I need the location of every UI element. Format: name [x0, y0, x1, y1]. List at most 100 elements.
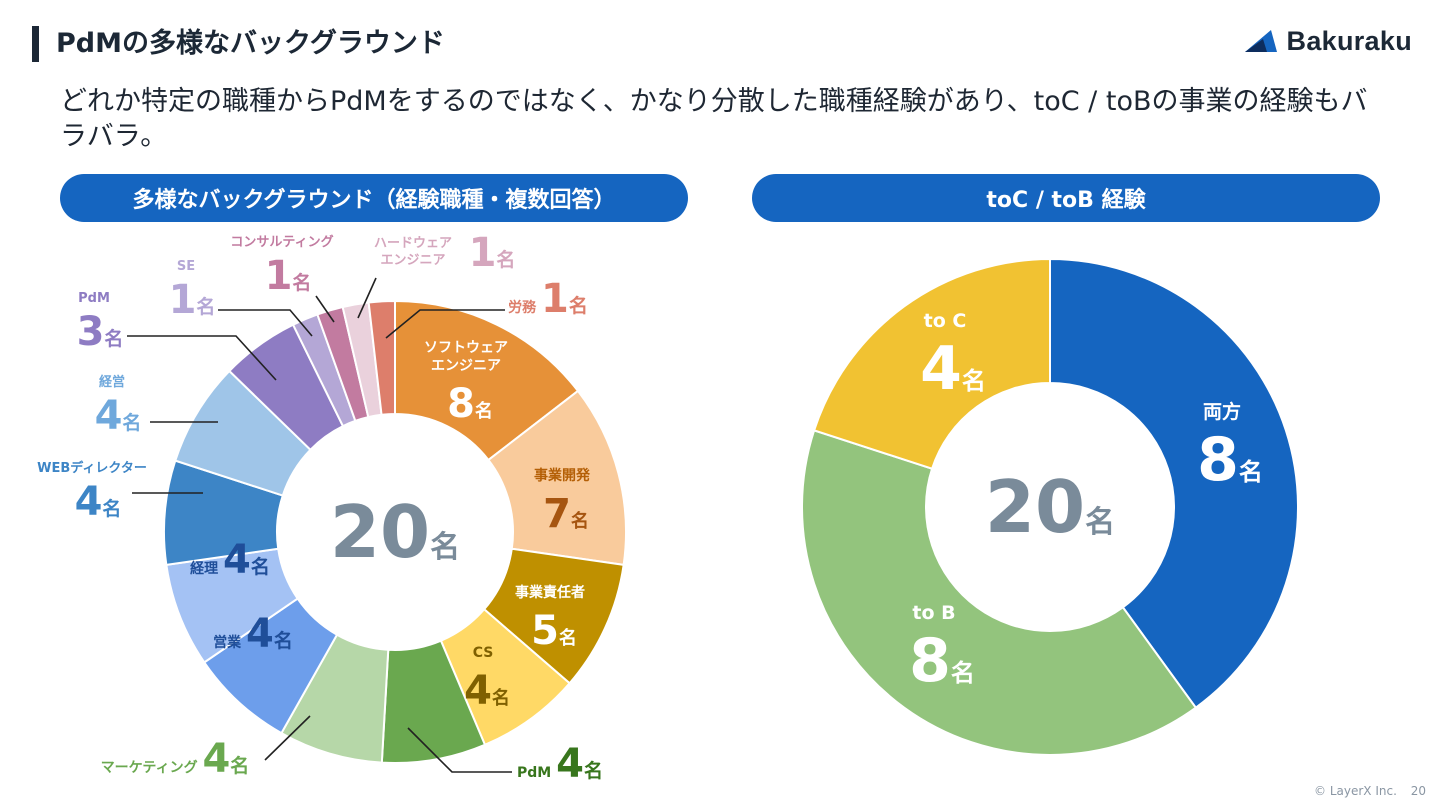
leader-marketing — [264, 715, 311, 761]
right-slice-name-1-part: to B — [912, 602, 955, 624]
leader-consulting — [315, 295, 335, 323]
left-slice-label-5: マーケティング 4名 — [101, 736, 250, 782]
leader-roumu — [385, 309, 505, 339]
left-slice-name-13-part: エンジニア — [380, 253, 445, 268]
left-slice-name-0-part: エンジニア — [431, 358, 501, 374]
left-slice-value-11-part: 名 — [196, 295, 215, 318]
left-slice-value-13-part: 名 — [496, 248, 515, 271]
right-slice-value-1-part: 8 — [909, 626, 951, 696]
right-slice-value-0-part: 名 — [1239, 458, 1263, 486]
left-center-label: 20名 — [330, 490, 460, 574]
left-slice-label-6-part: 名 — [274, 629, 293, 652]
left-chart-slices — [163, 299, 627, 764]
left-slice-label-14-part: 1 — [541, 276, 569, 322]
bakuraku-logo-icon — [1244, 30, 1277, 52]
copyright: © LayerX Inc. — [1314, 784, 1397, 798]
left-slice-name-0-part: ソフトウェア — [424, 340, 508, 356]
left-chart-slice-0 — [394, 299, 580, 462]
left-slice-name-1: 事業開発 — [534, 467, 591, 484]
leader-hardware — [357, 277, 377, 319]
left-slice-value-3: 4名 — [464, 668, 510, 714]
left-slice-label-5-part: 4 — [202, 736, 230, 782]
left-chart-title: 多様なバックグラウンド（経験職種・複数回答） — [60, 174, 688, 222]
right-chart-title: toC / toB 経験 — [752, 174, 1380, 222]
left-slice-name-11-part: SE — [177, 259, 195, 274]
left-slice-value-11: 1名 — [169, 277, 216, 323]
left-slice-label-7-part: 経理 — [190, 560, 223, 577]
left-slice-value-12-part: 1 — [265, 253, 293, 299]
left-slice-name-1-part: 事業開発 — [534, 467, 591, 484]
left-slice-label-6: 営業 4名 — [213, 611, 293, 657]
left-slice-value-0-part: 名 — [475, 400, 493, 422]
left-slice-value-10: 3名 — [77, 309, 124, 355]
left-slice-label-5-part: 名 — [230, 754, 249, 777]
left-slice-label-4-part: 名 — [584, 759, 603, 782]
right-chart-slices — [801, 257, 1299, 756]
left-slice-name-0: ソフトウェア — [424, 340, 508, 356]
left-slice-name-2-part: 事業責任者 — [515, 584, 585, 601]
left-center-label-part: 名 — [430, 530, 460, 565]
left-slice-value-0: 8名 — [447, 381, 493, 427]
left-slice-value-10-part: 名 — [104, 327, 123, 350]
left-slice-name-9: 経営 — [99, 374, 125, 390]
page-title: PdMの多様なバックグラウンド — [56, 28, 445, 59]
right-slice-value-2-part: 名 — [962, 367, 986, 395]
left-slice-name-13: エンジニア — [380, 253, 445, 268]
left-slice-value-11-part: 1 — [169, 277, 197, 323]
right-slice-name-0: 両方 — [1203, 400, 1241, 423]
left-slice-label-4-part: PdM — [517, 765, 556, 781]
footer: © LayerX Inc. 20 — [1314, 784, 1426, 798]
left-slice-value-9-part: 4 — [95, 393, 123, 439]
left-slice-value-1-part: 名 — [571, 510, 589, 532]
left-slice-name-0: エンジニア — [431, 358, 501, 374]
left-slice-label-4-part: 4 — [556, 741, 584, 787]
left-slice-value-8-part: 4 — [75, 479, 103, 525]
right-slice-name-2-part: to C — [924, 310, 967, 332]
title-accent-bar — [32, 26, 39, 62]
left-slice-value-2: 5名 — [531, 608, 577, 654]
left-slice-name-10: PdM — [78, 291, 110, 306]
leader-pdm-purple — [127, 335, 277, 381]
left-slice-value-13: 1名 — [469, 230, 516, 276]
right-slice-name-2: to C — [924, 310, 967, 332]
left-slice-value-0-part: 8 — [447, 381, 475, 427]
leader-pdm-green — [407, 727, 512, 773]
left-slice-label-7-part: 名 — [251, 555, 270, 578]
left-slice-name-9-part: 経営 — [99, 374, 125, 390]
left-slice-value-13-part: 1 — [469, 230, 497, 276]
left-slice-name-8: WEBディレクター — [37, 460, 147, 476]
left-slice-value-8-part: 名 — [102, 497, 121, 520]
right-chart-slice-1 — [801, 429, 1198, 756]
left-slice-value-2-part: 5 — [531, 608, 559, 654]
left-slice-name-12: コンサルティング — [230, 234, 333, 250]
left-slice-name-12-part: コンサルティング — [230, 234, 333, 250]
right-center-label-part: 20 — [985, 465, 1085, 549]
left-slice-label-7-part: 4 — [223, 537, 251, 583]
right-slice-value-2-part: 4 — [920, 334, 962, 404]
page-subtitle: どれか特定の職種からPdMをするのではなく、かなり分散した職種経験があり、toC… — [60, 86, 1368, 152]
page-number: 20 — [1410, 784, 1426, 798]
left-slice-value-2-part: 名 — [559, 627, 577, 649]
left-slice-value-10-part: 3 — [77, 309, 105, 355]
left-slice-label-14: 労務 1名 — [508, 276, 588, 322]
left-slice-value-3-part: 4 — [464, 668, 492, 714]
left-slice-name-13-part: ハードウェア — [374, 236, 452, 251]
right-slice-value-0: 8名 — [1197, 425, 1263, 495]
logo-text: Bakuraku — [1286, 25, 1412, 56]
left-slice-name-2: 事業責任者 — [515, 584, 585, 601]
left-slice-value-3-part: 名 — [492, 687, 510, 709]
left-slice-label-7: 経理 4名 — [190, 537, 270, 583]
right-center-label: 20名 — [985, 465, 1115, 549]
left-slice-label-4: PdM 4名 — [517, 741, 603, 787]
right-slice-name-1: to B — [912, 602, 955, 624]
left-slice-label-6-part: 4 — [246, 611, 274, 657]
left-slice-value-1: 7名 — [543, 491, 589, 537]
right-slice-value-2: 4名 — [920, 334, 986, 404]
right-center-label-part: 名 — [1085, 505, 1115, 540]
left-slice-value-9: 4名 — [95, 393, 142, 439]
left-slice-name-13: ハードウェア — [374, 236, 452, 251]
left-slice-name-3: CS — [473, 645, 494, 661]
right-slice-value-1: 8名 — [909, 626, 975, 696]
left-slice-name-3-part: CS — [473, 645, 494, 661]
